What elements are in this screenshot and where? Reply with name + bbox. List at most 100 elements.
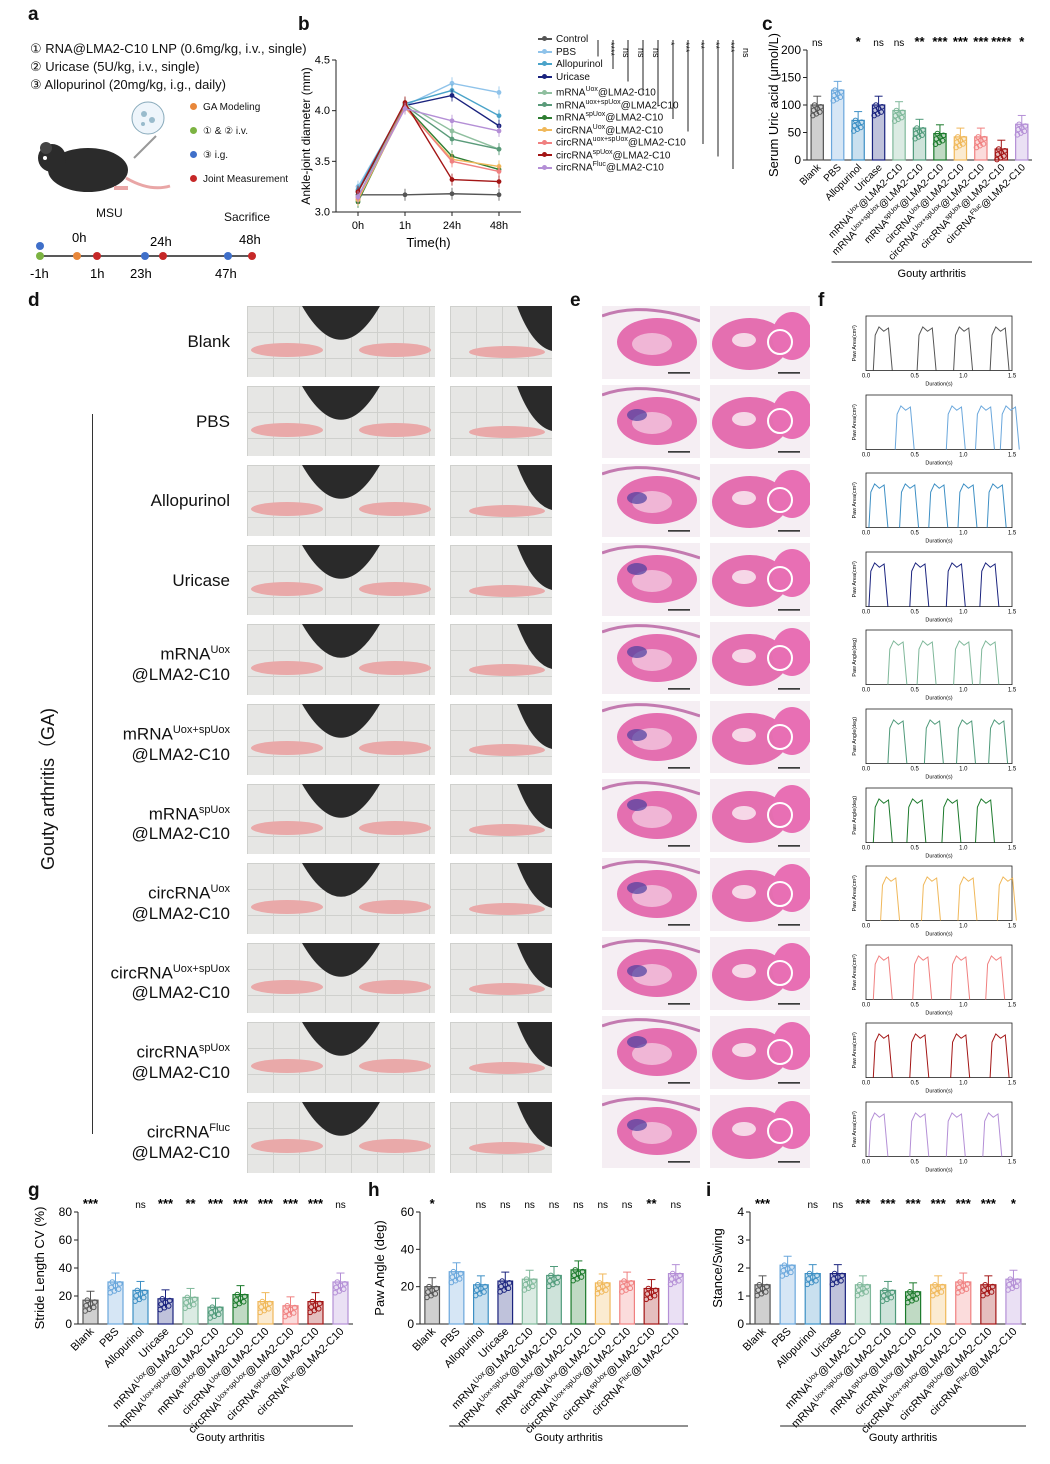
gait-ylabel: Paw Area(cm²)	[852, 404, 858, 441]
bar-point	[184, 1294, 191, 1301]
bar-point	[989, 1283, 996, 1290]
gait-trace-chart: Paw Area(cm²) 0.0 0.5 1.0 1.5 Duration(s)	[852, 944, 1017, 1016]
gait-xtick: 0.0	[862, 374, 871, 380]
bar-point	[1021, 128, 1028, 135]
gait-xtick: 0.0	[862, 609, 871, 615]
significance-label: ***	[981, 1196, 997, 1211]
gait-trace-chart: Paw Area(cm²) 0.0 0.5 1.0 1.5 Duration(s)	[852, 1101, 1017, 1174]
gait-trace-line	[868, 561, 1000, 607]
tissue-marrow	[732, 885, 756, 900]
gait-ylabel: Paw Area(cm²)	[852, 482, 858, 519]
d-row-label: Allopurinol	[150, 491, 230, 511]
gait-xtick: 0.0	[862, 924, 871, 930]
legend-ig: ③ i.g.	[190, 144, 288, 168]
significance-label: ***	[931, 1196, 947, 1211]
bar-point	[165, 1303, 172, 1309]
b-sig-label: **	[711, 42, 721, 50]
bar-point	[627, 1285, 634, 1292]
b-xlabel: Time(h)	[406, 235, 450, 250]
gait-xtick: 1.0	[959, 531, 968, 537]
histology-image-right	[710, 937, 810, 1011]
ytick-label: 50	[788, 126, 802, 140]
bar-point	[216, 1306, 223, 1312]
histology-image-left	[602, 858, 700, 932]
bar-point	[981, 135, 988, 142]
gait-trace-chart: Paw Area(cm²) 0.0 0.5 1.0 1.5 Duration(s)	[852, 394, 1020, 466]
mouse-body	[302, 863, 380, 897]
mouse-body	[302, 704, 380, 738]
gait-xtick: 0.5	[910, 609, 919, 615]
gait-trace-line	[868, 483, 1007, 528]
bar-point	[982, 1282, 988, 1288]
tissue-joint	[767, 407, 793, 434]
significance-label: ns	[500, 1200, 511, 1211]
mouse-body	[302, 1022, 380, 1057]
gait-trace-chart: Paw Area(cm²) 0.0 0.5 1.0 1.5 Duration(s)	[852, 865, 1017, 938]
bar-point	[316, 1300, 323, 1307]
tissue-marrow	[732, 727, 756, 742]
left-paw	[251, 581, 323, 596]
paw-photo-front	[247, 942, 435, 1014]
right-paw	[359, 979, 431, 994]
gait-xtick: 1.5	[1008, 1081, 1017, 1087]
bar-point	[980, 141, 987, 147]
side-paw	[469, 823, 545, 836]
bar-point	[1002, 147, 1008, 154]
gait-xtick: 0.0	[862, 531, 871, 537]
bar-point	[858, 119, 865, 125]
tissue-edge	[602, 781, 700, 796]
legend-line-icon	[538, 89, 552, 95]
bar-point	[234, 1291, 241, 1298]
tl-48h: 48h	[239, 232, 261, 247]
bar-point	[1014, 1278, 1021, 1284]
tl-24h: 24h	[150, 234, 172, 249]
significance-label: ***	[755, 1196, 771, 1211]
timeline-dot-1h	[93, 252, 101, 260]
paw-photo-side	[450, 704, 552, 775]
tissue-joint	[767, 329, 793, 355]
bar-point	[628, 1280, 635, 1286]
dot-green-icon	[190, 127, 197, 134]
bar-point	[109, 1279, 116, 1285]
tissue-marrow	[732, 1122, 756, 1136]
gait-xtick: 1.5	[1008, 374, 1017, 380]
b-legend-entry: circRNAFluc@LMA2-C10	[538, 159, 698, 173]
b-data-point	[496, 192, 502, 198]
side-paw	[469, 1062, 545, 1075]
significance-label: ***	[880, 1196, 896, 1211]
timeline: 0h 24h 48h -1h 1h 23h 47h	[30, 230, 261, 281]
b-data-point	[496, 113, 502, 119]
paw-photo-side	[450, 1022, 552, 1093]
bar-point	[893, 107, 900, 114]
bar-point	[134, 1287, 141, 1294]
b-data-point	[496, 179, 502, 185]
b-xtick-label: 1h	[399, 220, 411, 232]
bar-point	[914, 1290, 921, 1297]
gait-xtick: 1.0	[959, 1081, 968, 1087]
gait-xlabel: Duration(s)	[925, 539, 952, 545]
gait-trace-line	[872, 326, 1010, 371]
bar-point	[1013, 1283, 1020, 1290]
bar-point	[939, 137, 946, 144]
tissue-joint	[767, 723, 793, 750]
histology-drawing	[602, 308, 700, 374]
paw-drawing	[251, 783, 431, 835]
histology-image-left	[602, 306, 700, 379]
bar-point	[579, 1268, 586, 1275]
bar-point	[964, 1280, 971, 1287]
gait-ylabel: Paw Area(cm²)	[852, 561, 858, 598]
b-sig-label: ***	[726, 42, 736, 53]
legend-line-icon	[538, 36, 552, 42]
mouse-body	[302, 385, 380, 420]
bar-point	[939, 1283, 946, 1290]
b-sig-label: *	[666, 42, 676, 46]
paw-drawing	[469, 942, 552, 995]
legend-joint: Joint Measurement	[190, 168, 288, 192]
b-data-point	[402, 192, 408, 198]
paw-drawing	[251, 942, 431, 994]
bar-point	[554, 1279, 560, 1286]
msu-label: MSU	[96, 206, 123, 220]
significance-label: ns	[807, 1200, 818, 1211]
significance-label: ***	[308, 1196, 324, 1211]
